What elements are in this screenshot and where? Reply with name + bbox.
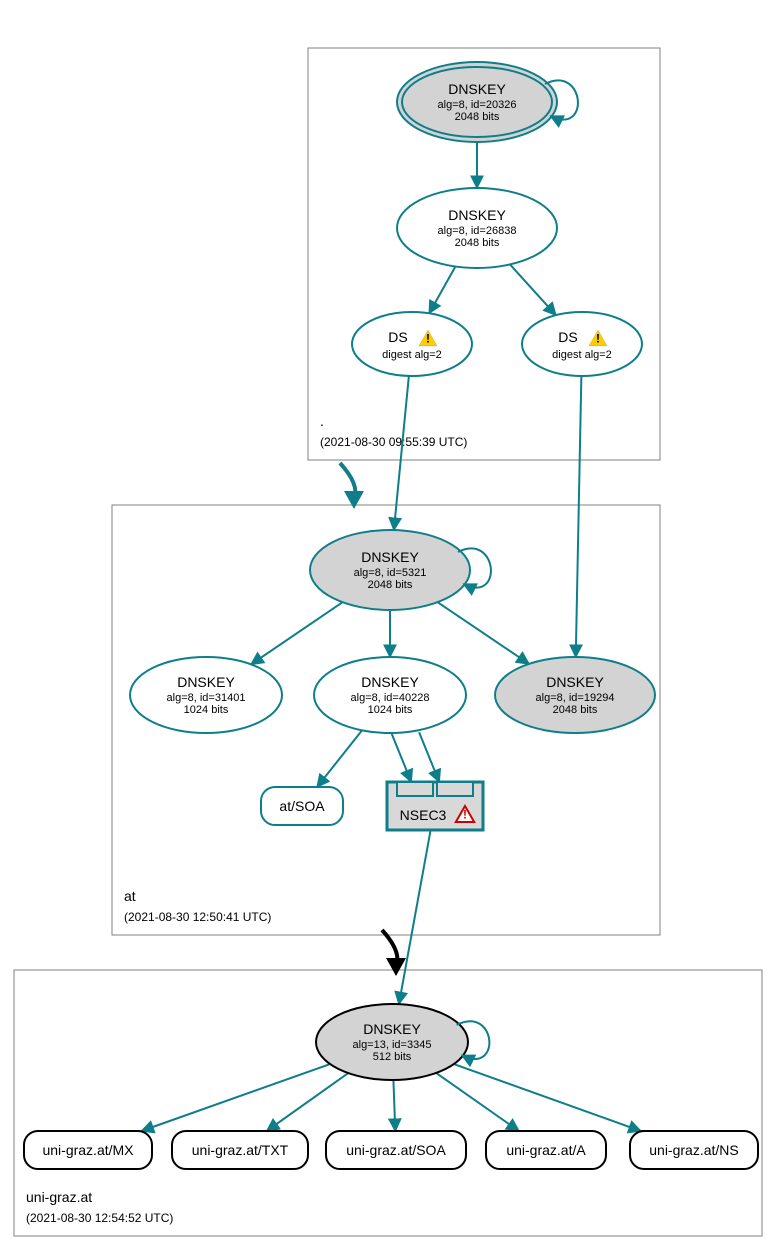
svg-text:DNSKEY: DNSKEY bbox=[546, 674, 604, 690]
svg-text:DNSKEY: DNSKEY bbox=[177, 674, 235, 690]
node-ds_right: DS digest alg=2 bbox=[522, 312, 642, 376]
zone-timestamp-at: (2021-08-30 12:50:41 UTC) bbox=[124, 910, 271, 924]
svg-text:alg=8, id=31401: alg=8, id=31401 bbox=[167, 692, 246, 704]
node-at_ksk: DNSKEY alg=8, id=53212048 bits bbox=[310, 530, 470, 610]
zone-label-root: . bbox=[320, 413, 324, 429]
node-uni_ksk: DNSKEY alg=13, id=3345512 bits bbox=[316, 1004, 468, 1080]
svg-text:!: ! bbox=[426, 331, 430, 345]
node-at_soa: at/SOA bbox=[261, 787, 343, 825]
node-root_zsk: DNSKEY alg=8, id=268382048 bits bbox=[397, 188, 557, 268]
node-root_ksk: DNSKEY alg=8, id=203262048 bits bbox=[397, 62, 557, 142]
svg-text:2048 bits: 2048 bits bbox=[368, 579, 413, 591]
svg-text:1024 bits: 1024 bits bbox=[368, 704, 413, 716]
svg-text:DNSKEY: DNSKEY bbox=[448, 81, 506, 97]
edges bbox=[141, 142, 640, 1131]
zone-label-at: at bbox=[124, 888, 136, 904]
node-uni_a: uni-graz.at/A bbox=[486, 1131, 606, 1169]
svg-text:alg=8, id=20326: alg=8, id=20326 bbox=[438, 99, 517, 111]
svg-text:alg=8, id=5321: alg=8, id=5321 bbox=[354, 567, 427, 579]
svg-text:digest alg=2: digest alg=2 bbox=[552, 349, 612, 361]
node-uni_soa: uni-graz.at/SOA bbox=[326, 1131, 466, 1169]
zone-timestamp-unigraz: (2021-08-30 12:54:52 UTC) bbox=[26, 1211, 173, 1225]
svg-text:uni-graz.at/SOA: uni-graz.at/SOA bbox=[346, 1142, 446, 1158]
svg-text:2048 bits: 2048 bits bbox=[553, 704, 598, 716]
svg-text:uni-graz.at/A: uni-graz.at/A bbox=[506, 1142, 586, 1158]
node-uni_txt: uni-graz.at/TXT bbox=[172, 1131, 308, 1169]
node-at_ksk2: DNSKEY alg=8, id=192942048 bits bbox=[495, 657, 655, 733]
svg-text:alg=8, id=26838: alg=8, id=26838 bbox=[438, 225, 517, 237]
dnssec-diagram: . (2021-08-30 09:55:39 UTC) at (2021-08-30 … bbox=[0, 0, 777, 1242]
delegation-arrow bbox=[340, 463, 364, 509]
svg-text:DNSKEY: DNSKEY bbox=[361, 549, 419, 565]
svg-text:uni-graz.at/TXT: uni-graz.at/TXT bbox=[192, 1142, 289, 1158]
svg-text:!: ! bbox=[596, 331, 600, 345]
diagram-root: . (2021-08-30 09:55:39 UTC) at (2021-08-30 … bbox=[0, 0, 777, 1242]
svg-text:alg=8, id=40228: alg=8, id=40228 bbox=[351, 692, 430, 704]
node-uni_mx: uni-graz.at/MX bbox=[24, 1131, 152, 1169]
svg-text:DNSKEY: DNSKEY bbox=[363, 1021, 421, 1037]
node-at_zsk1: DNSKEY alg=8, id=314011024 bits bbox=[130, 657, 282, 733]
svg-text:NSEC3: NSEC3 bbox=[400, 807, 447, 823]
node-at_zsk2: DNSKEY alg=8, id=402281024 bits bbox=[314, 657, 466, 733]
node-ds_left: DS digest alg=2 bbox=[352, 312, 472, 376]
svg-text:!: ! bbox=[463, 807, 467, 821]
svg-text:DNSKEY: DNSKEY bbox=[448, 207, 506, 223]
zone-label-unigraz: uni-graz.at bbox=[26, 1189, 92, 1205]
zone-timestamp-root: (2021-08-30 09:55:39 UTC) bbox=[320, 435, 467, 449]
node-uni_ns: uni-graz.at/NS bbox=[630, 1131, 758, 1169]
svg-text:alg=13, id=3345: alg=13, id=3345 bbox=[353, 1039, 432, 1051]
svg-text:digest alg=2: digest alg=2 bbox=[382, 349, 442, 361]
svg-text:alg=8, id=19294: alg=8, id=19294 bbox=[536, 692, 615, 704]
svg-text:2048 bits: 2048 bits bbox=[455, 237, 500, 249]
svg-text:DNSKEY: DNSKEY bbox=[361, 674, 419, 690]
svg-text:512 bits: 512 bits bbox=[373, 1051, 412, 1063]
svg-text:1024 bits: 1024 bits bbox=[184, 704, 229, 716]
svg-text:DS: DS bbox=[388, 329, 407, 345]
svg-text:DS: DS bbox=[558, 329, 577, 345]
svg-text:uni-graz.at/MX: uni-graz.at/MX bbox=[42, 1142, 134, 1158]
svg-text:at/SOA: at/SOA bbox=[279, 798, 325, 814]
svg-text:2048 bits: 2048 bits bbox=[455, 111, 500, 123]
svg-text:uni-graz.at/NS: uni-graz.at/NS bbox=[649, 1142, 738, 1158]
delegation-arrow bbox=[382, 930, 406, 976]
